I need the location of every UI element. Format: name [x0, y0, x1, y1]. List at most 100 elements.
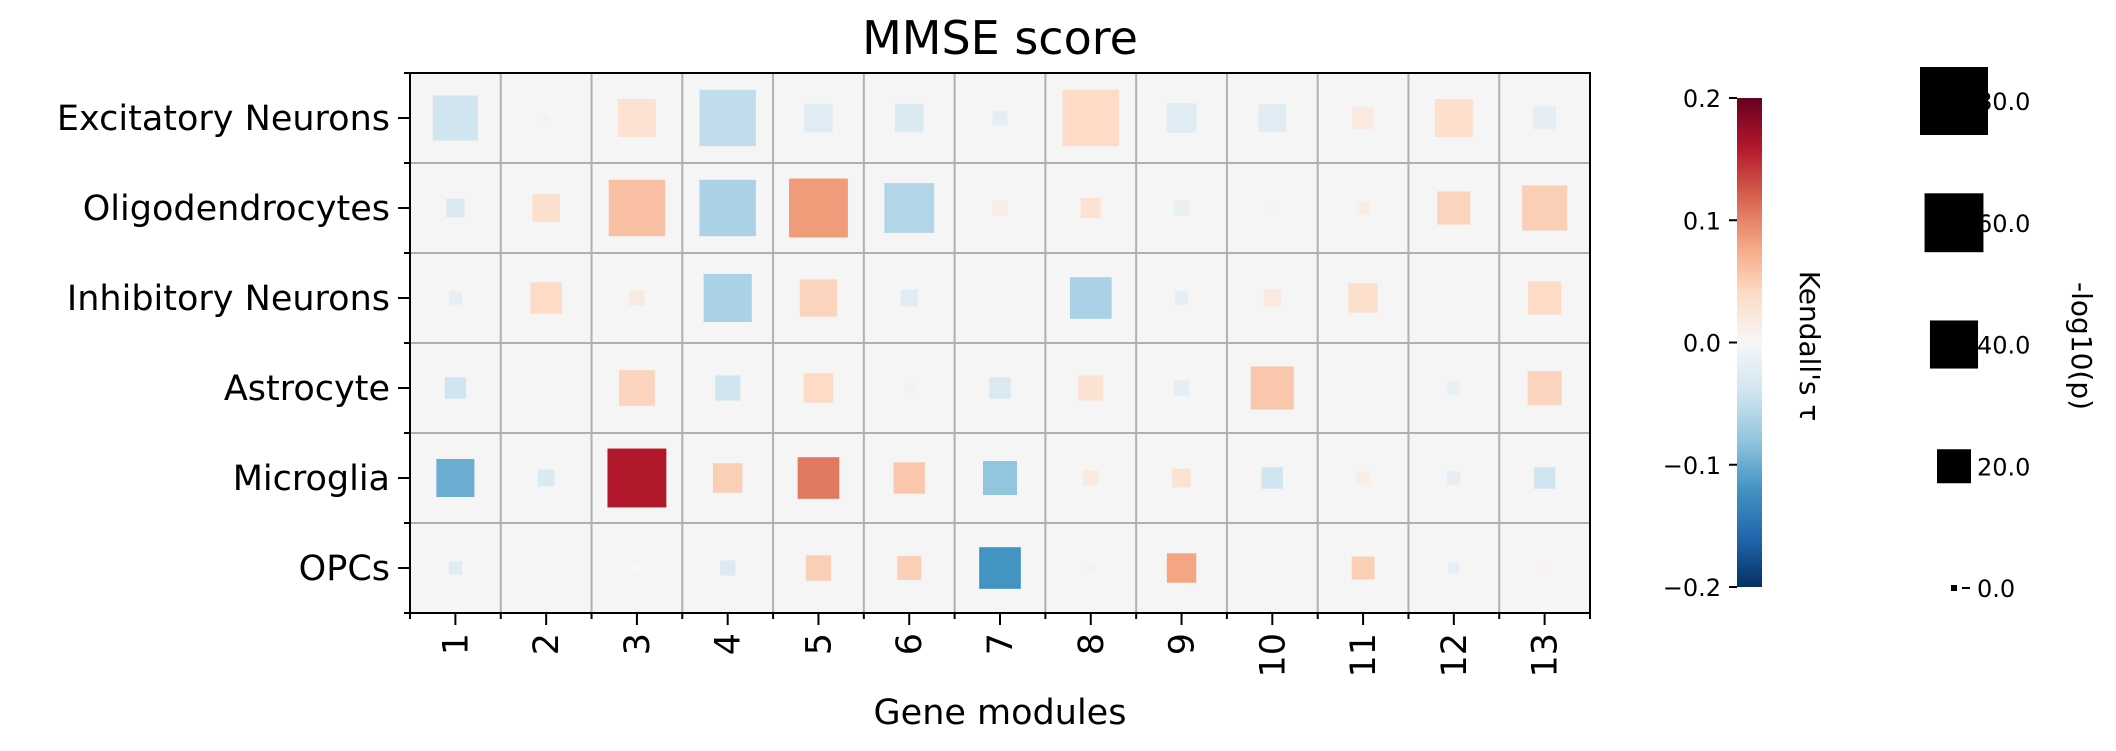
heatmap-cell: [446, 198, 465, 218]
heatmap-cell: [895, 103, 924, 133]
x-tick-label: 1: [436, 633, 476, 655]
heatmap-cell: [1447, 381, 1461, 395]
heatmap-cell: [1533, 106, 1557, 130]
y-tick-label: Inhibitory Neurons: [67, 279, 390, 319]
x-tick-label: 10: [1253, 633, 1293, 678]
heatmap-cell: [1356, 201, 1370, 215]
heatmap-cell: [799, 279, 838, 317]
x-tick-label: 7: [981, 633, 1021, 655]
size-legend-label: -log10(p): [2065, 282, 2098, 410]
size-legend-tick-label: 60.0: [1977, 210, 2030, 238]
heatmap-cell: [436, 458, 475, 498]
heatmap-cell: [1434, 98, 1473, 138]
heatmap-cell: [1263, 289, 1281, 307]
size-legend-square: [1924, 193, 1984, 253]
y-tick-label: OPCs: [299, 549, 390, 589]
heatmap-cell: [720, 560, 736, 576]
heatmap-cell: [1078, 375, 1104, 401]
heatmap-cell: [1083, 470, 1099, 486]
heatmap-cell: [715, 375, 741, 401]
heatmap-cell: [903, 382, 915, 394]
heatmap-cell: [619, 370, 655, 406]
heatmap-cell: [1352, 107, 1374, 129]
colorbar-tick-label: 0.2: [1683, 85, 1721, 113]
size-legend-tick-label: 0.0: [1977, 575, 2015, 603]
heatmap-cell: [444, 377, 467, 399]
plot-area: Excitatory Neurons Oligodendrocytes Inhibi…: [57, 72, 1591, 678]
heatmap-cell: [979, 547, 1021, 589]
heatmap-cell: [1528, 281, 1562, 315]
heatmap-cell: [989, 377, 1011, 399]
heatmap-cell: [712, 463, 743, 493]
heatmap-cell: [893, 462, 925, 494]
heatmap-cell: [537, 469, 555, 487]
x-axis-label: Gene modules: [874, 693, 1127, 733]
heatmap-cell: [699, 179, 756, 237]
x-tick-label: 6: [890, 633, 930, 655]
heatmap-cell: [992, 110, 1008, 126]
heatmap-cell: [532, 194, 560, 222]
size-legend-tick-label: 40.0: [1977, 332, 2030, 360]
heatmap-cell: [1527, 371, 1562, 405]
heatmap-cell: [1533, 467, 1556, 489]
heatmap-cell: [1348, 283, 1378, 313]
heatmap-cell: [1086, 564, 1095, 572]
x-tick-label: 3: [618, 633, 658, 655]
y-tick-label: Astrocyte: [224, 369, 390, 409]
heatmap-cell: [1166, 553, 1197, 583]
x-tick-label: 13: [1526, 633, 1566, 678]
heatmap-cell: [1174, 291, 1189, 305]
heatmap-cell: [542, 114, 550, 122]
heatmap-cell: [1250, 366, 1294, 410]
heatmap-cell: [897, 555, 922, 581]
heatmap-cell: [448, 291, 462, 305]
size-legend-tick-label: 80.0: [1977, 88, 2030, 116]
heatmap-cell: [1356, 471, 1370, 485]
colorbar-bar: [1737, 98, 1762, 587]
heatmap-cell: [1448, 562, 1460, 574]
size-legend-square: [1951, 585, 1957, 591]
size-legend-square: [1929, 320, 1979, 369]
size-legend-tick-label: 20.0: [1977, 453, 2030, 481]
colorbar-label: Kendall's τ: [1793, 271, 1826, 421]
x-tick-label: 8: [1072, 633, 1112, 655]
heatmap-cell: [789, 178, 848, 238]
heatmap-cell: [1173, 380, 1190, 396]
x-tick-label: 5: [799, 633, 839, 655]
chart-title: MMSE score: [862, 11, 1138, 65]
colorbar: 0.2 0.1 0.0 −0.1 −0.2: [1663, 85, 1762, 602]
heatmap-cell: [629, 290, 645, 306]
heatmap-cell: [900, 289, 918, 307]
heatmap-cell: [1351, 556, 1375, 580]
heatmap-cell: [1261, 467, 1284, 489]
heatmap-cell: [884, 183, 935, 233]
y-tick-label: Excitatory Neurons: [57, 99, 390, 139]
heatmap-cell: [804, 103, 833, 133]
x-tick-label: 4: [709, 633, 749, 655]
heatmap-cell: [803, 373, 834, 403]
heatmap-cell: [633, 564, 641, 572]
colorbar-tick-label: 0.1: [1683, 207, 1721, 235]
heatmap-cell: [530, 282, 562, 314]
x-tick-label: 9: [1163, 633, 1203, 655]
heatmap-cell: [1447, 471, 1461, 485]
x-tick-label: 12: [1435, 633, 1475, 678]
heatmap-cell: [992, 200, 1008, 216]
heatmap-cell: [1258, 104, 1287, 132]
x-tick-label: 11: [1344, 633, 1384, 678]
y-tick-label: Microglia: [233, 459, 390, 499]
heatmap-cell: [1062, 89, 1119, 147]
heatmap-cell: [1437, 191, 1471, 225]
heatmap-cell: [432, 95, 478, 141]
heatmap-cell: [983, 461, 1017, 495]
heatmap-cell: [1172, 468, 1191, 488]
heatmap-cell: [1080, 197, 1101, 219]
heatmap-cell: [617, 98, 656, 138]
heatmap-cell: [448, 561, 462, 575]
colorbar-tick-label: 0.0: [1683, 330, 1721, 358]
heatmap-cell: [703, 273, 752, 323]
size-legend-square: [1920, 67, 1988, 135]
heatmap-cell: [699, 89, 756, 147]
colorbar-tick-label: −0.1: [1663, 452, 1721, 480]
